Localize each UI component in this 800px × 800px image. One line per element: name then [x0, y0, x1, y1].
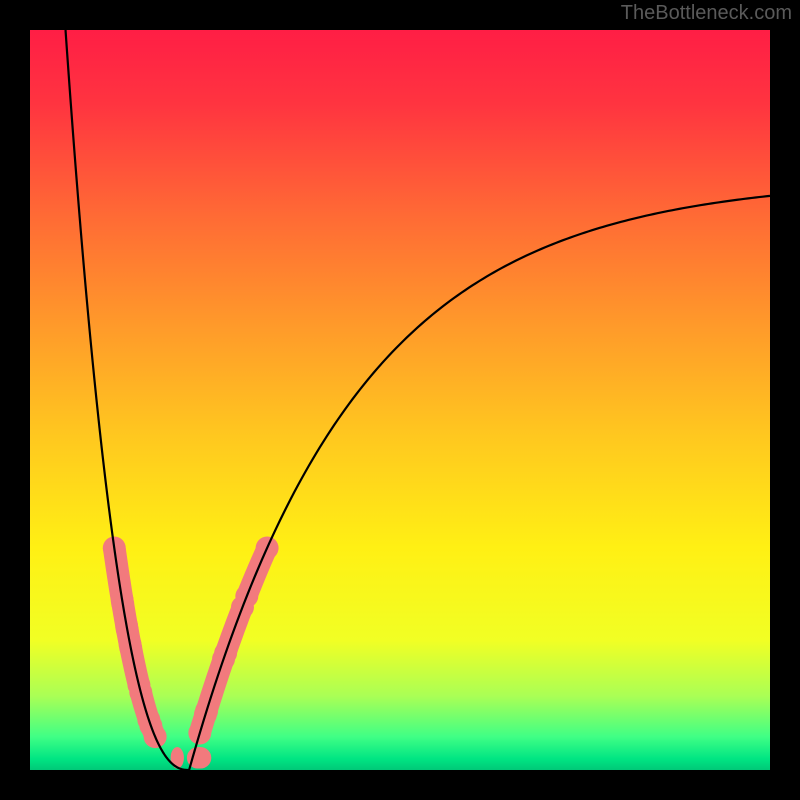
- chart-container: TheBottleneck.com: [0, 0, 800, 800]
- watermark-text: TheBottleneck.com: [621, 2, 792, 25]
- bottleneck-chart: [0, 0, 800, 800]
